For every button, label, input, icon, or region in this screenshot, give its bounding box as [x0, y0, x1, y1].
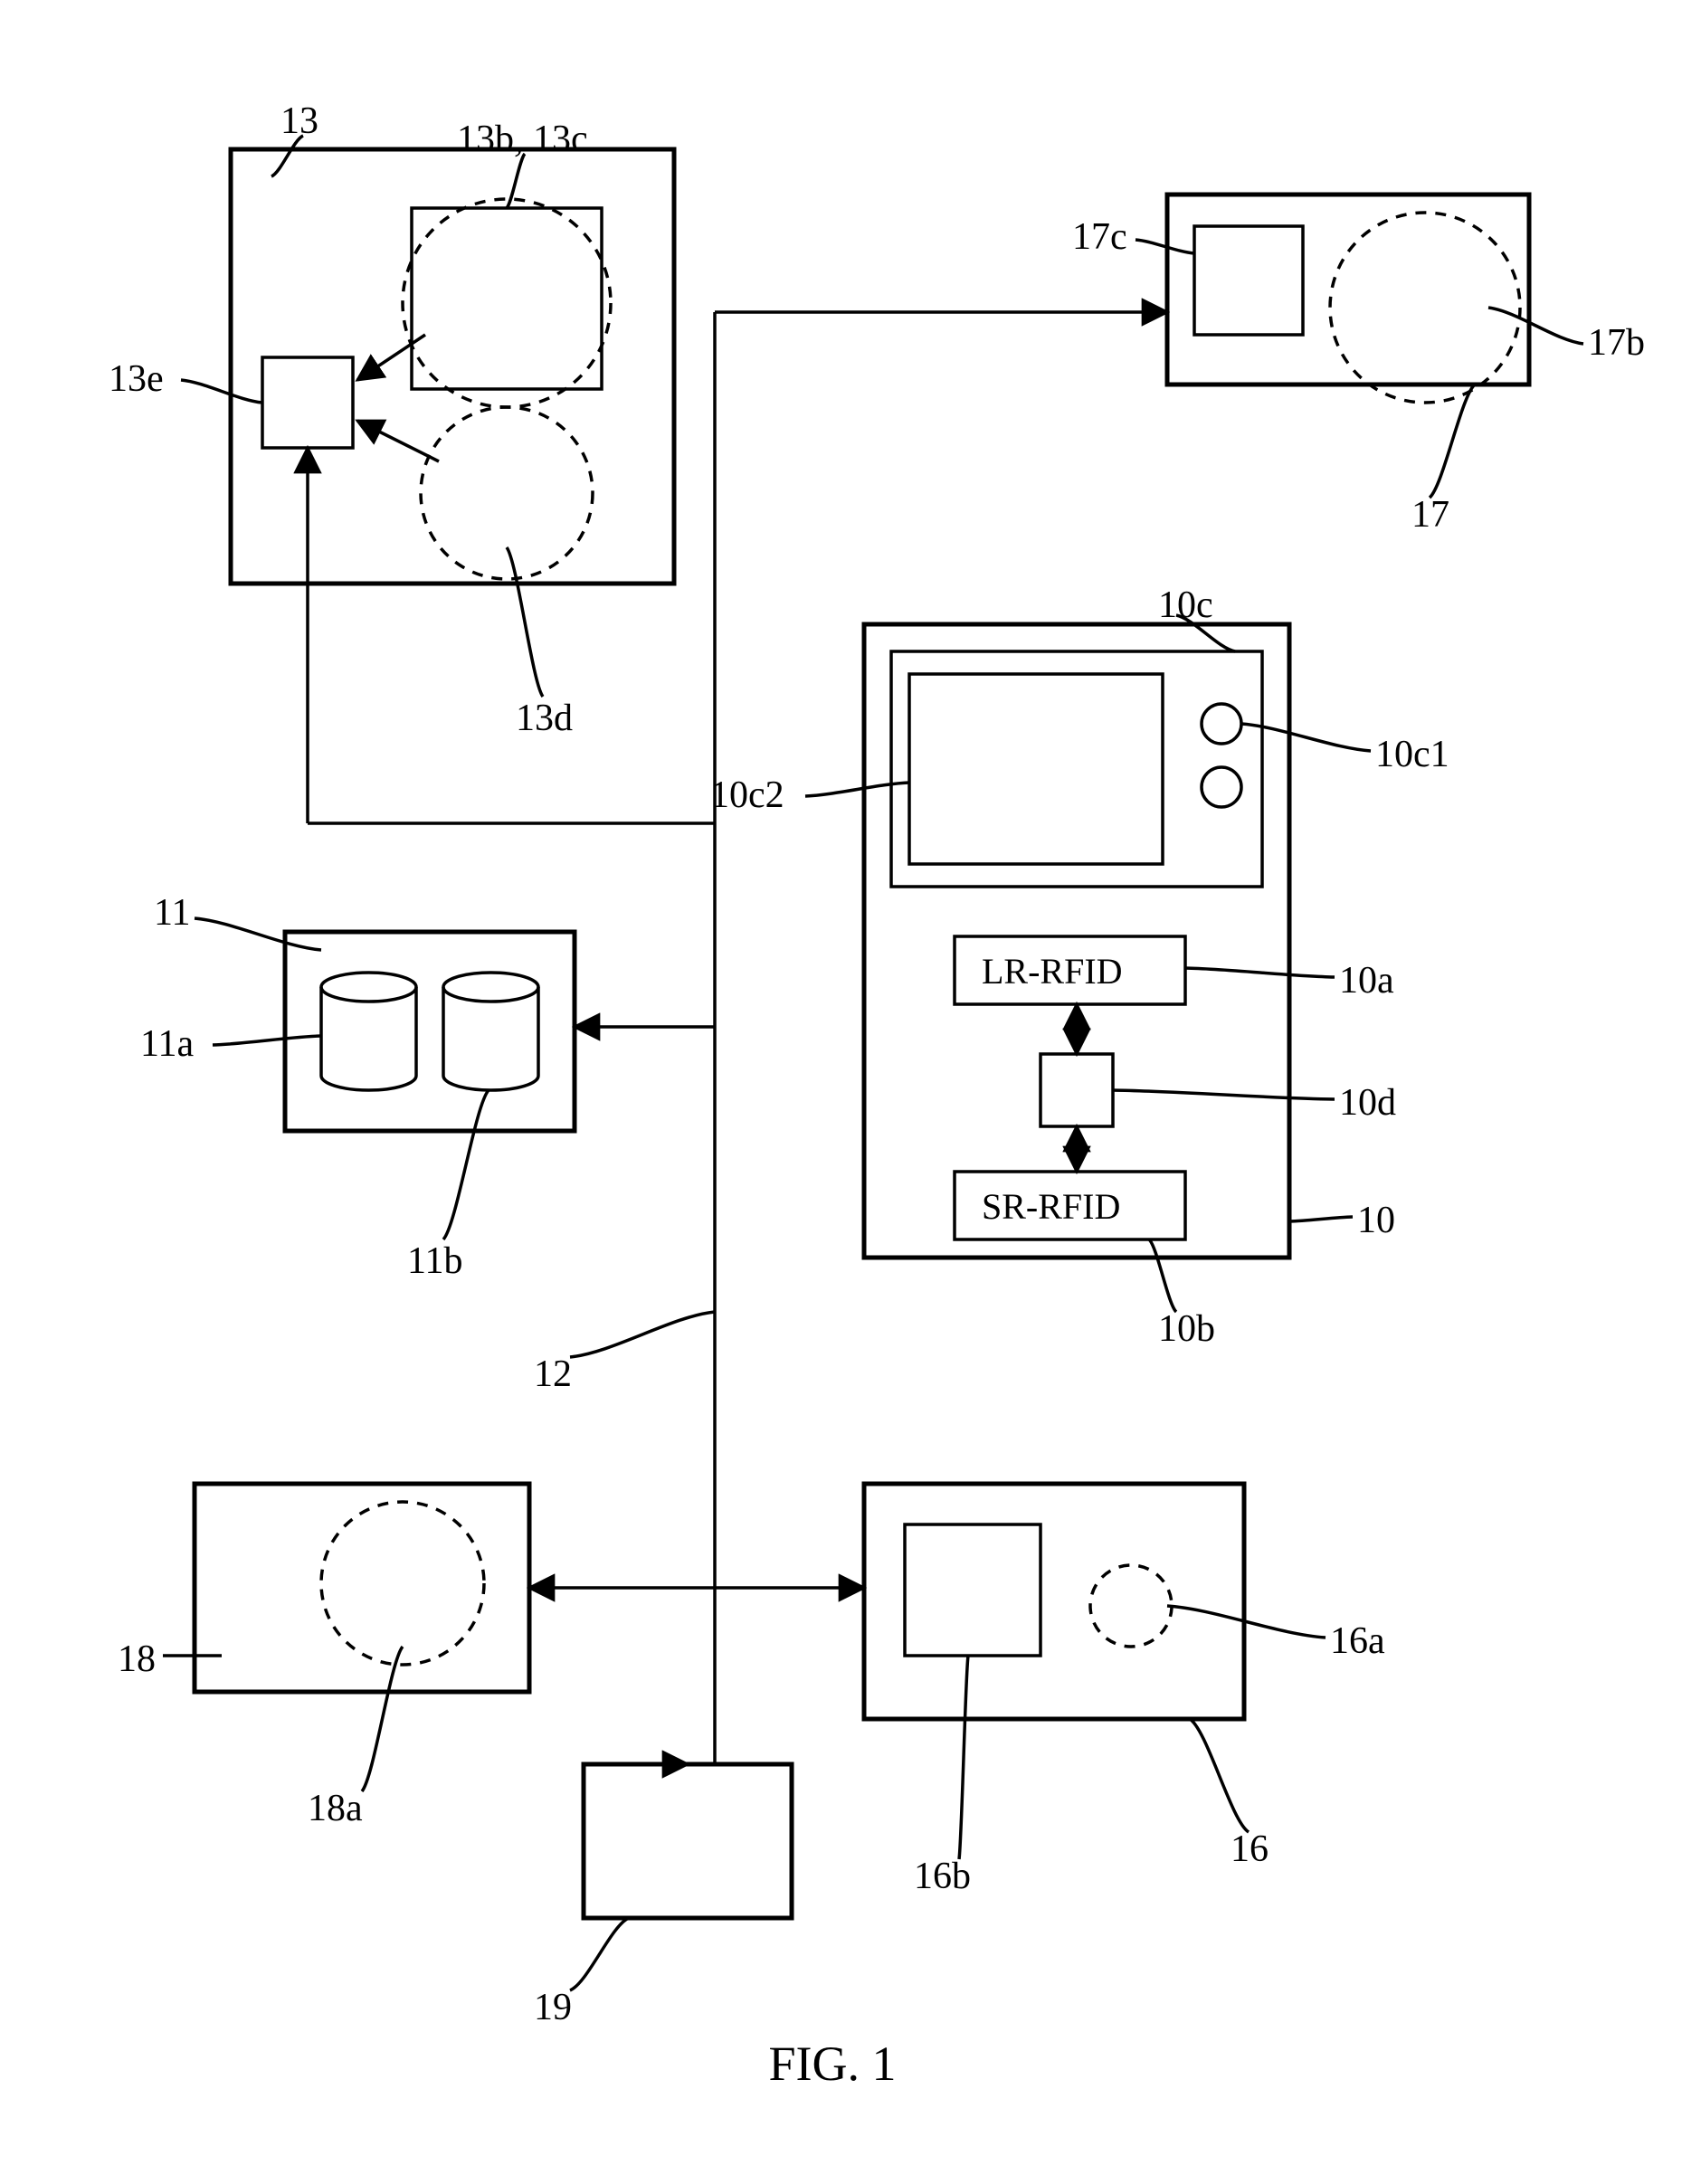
leader-18a: [362, 1647, 403, 1791]
text-lr-rfid: LR-RFID: [982, 950, 1123, 992]
arrow-13b-to-13e: [357, 335, 425, 380]
block-16: [864, 1484, 1244, 1719]
text-sr-rfid: SR-RFID: [982, 1185, 1120, 1228]
leader-17: [1430, 385, 1475, 498]
b10-screen: [909, 674, 1163, 864]
block-11: [285, 932, 575, 1131]
leader-10c2: [805, 783, 909, 796]
label-10c1: 10c1: [1375, 733, 1449, 776]
leader-11a: [213, 1036, 321, 1045]
label-10a: 10a: [1339, 959, 1394, 1002]
label-11b: 11b: [407, 1239, 462, 1283]
b16-circle: [1090, 1565, 1172, 1647]
b18-circle: [321, 1502, 484, 1665]
leader-10b: [1149, 1239, 1176, 1312]
b11-cylinder-b: [443, 973, 538, 1090]
leader-13e: [181, 380, 262, 403]
label-16: 16: [1231, 1828, 1269, 1871]
label-16b: 16b: [914, 1855, 971, 1898]
leader-10d: [1113, 1090, 1335, 1099]
b13-circle-1: [403, 199, 611, 407]
leader-16: [1190, 1719, 1249, 1832]
label-17c: 17c: [1072, 215, 1127, 259]
label-11a: 11a: [140, 1022, 194, 1066]
figure-label: FIG. 1: [769, 2036, 897, 2092]
b13-square: [412, 208, 602, 389]
label-10c2: 10c2: [710, 774, 784, 817]
label-13b-13c: 13b, 13c: [457, 118, 588, 161]
label-10b: 10b: [1158, 1307, 1215, 1351]
label-13e: 13e: [109, 357, 164, 401]
b17-square: [1194, 226, 1303, 335]
label-13: 13: [280, 100, 318, 143]
block-19: [584, 1764, 792, 1918]
b10-mid-box: [1041, 1054, 1113, 1126]
label-11: 11: [154, 891, 190, 935]
label-13d: 13d: [516, 697, 573, 740]
b13-circle-2: [421, 407, 593, 579]
leader-10a: [1185, 968, 1335, 977]
leader-12: [570, 1312, 715, 1357]
block-17: [1167, 195, 1529, 385]
label-16a: 16a: [1330, 1619, 1385, 1663]
block-13: [231, 149, 674, 584]
label-12: 12: [534, 1353, 572, 1396]
leader-13d: [507, 547, 543, 697]
label-17b: 17b: [1588, 321, 1645, 365]
leader-16b: [959, 1656, 968, 1859]
leader-10: [1289, 1217, 1353, 1221]
label-18: 18: [118, 1638, 156, 1681]
b10-knob-1: [1202, 704, 1241, 744]
label-10: 10: [1357, 1199, 1395, 1242]
label-19: 19: [534, 1986, 572, 2029]
b13-small-square: [262, 357, 353, 448]
arrow-13d-to-13e: [357, 421, 439, 461]
leader-17b: [1488, 308, 1583, 344]
label-17: 17: [1411, 493, 1449, 537]
b16-square: [905, 1524, 1041, 1656]
b10-knob-2: [1202, 767, 1241, 807]
b11-cylinder-a: [321, 973, 416, 1090]
b10-panel: [891, 651, 1262, 887]
leader-11b: [443, 1090, 489, 1239]
leader-19: [570, 1918, 629, 1990]
label-10d: 10d: [1339, 1081, 1396, 1125]
label-10c: 10c: [1158, 584, 1213, 627]
block-18: [195, 1484, 529, 1692]
label-18a: 18a: [308, 1787, 363, 1830]
